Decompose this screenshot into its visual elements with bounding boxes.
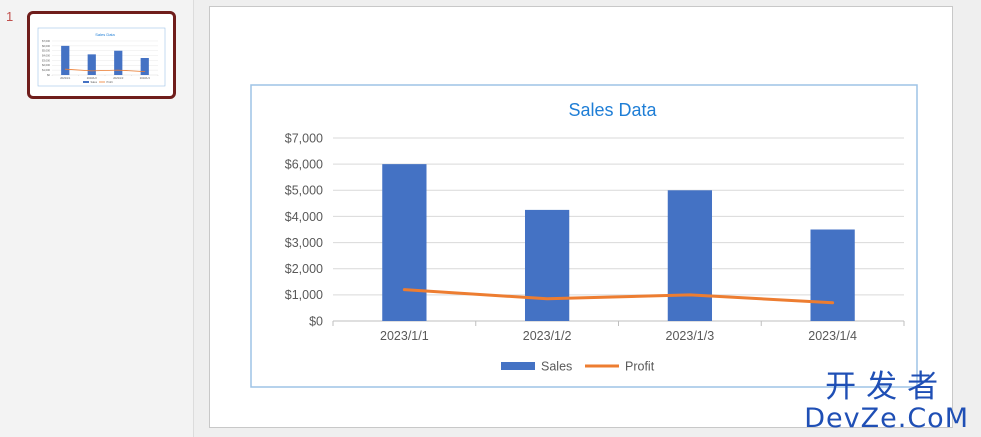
y-tick-label: $1,000 xyxy=(285,288,323,302)
x-tick-label: 2023/1/4 xyxy=(808,329,857,343)
slide-thumbnail-pane: 1 Sales Data $0 $1,000 $2,000 $3,000 $4,000 $5… xyxy=(0,0,194,437)
bar-sales xyxy=(524,209,570,321)
y-tick-label: $1,000 xyxy=(42,68,50,72)
x-tick-label: 2023/1/3 xyxy=(113,76,124,80)
legend-swatch-sales xyxy=(83,81,89,83)
combo-chart[interactable]: Sales Data $0 $1,000 $2,000 $3,000 $4,000 $5,0… xyxy=(210,7,952,427)
bar-sales xyxy=(667,190,713,321)
y-tick-label: $2,000 xyxy=(42,63,50,67)
legend-label-profit: Profit xyxy=(625,359,655,373)
y-tick-label: $3,000 xyxy=(42,58,50,62)
x-tick-label: 2023/1/4 xyxy=(140,76,151,80)
slide-thumbnail[interactable]: Sales Data $0 $1,000 $2,000 $3,000 $4,000 $5,0… xyxy=(27,11,176,99)
y-tick-label: $5,000 xyxy=(285,184,323,198)
y-tick-label: $0 xyxy=(47,73,50,77)
y-tick-label: $0 xyxy=(309,314,323,328)
x-tick-label: 2023/1/1 xyxy=(60,76,71,80)
y-tick-label: $7,000 xyxy=(42,39,50,43)
y-tick-label: $5,000 xyxy=(42,49,50,53)
line-profit xyxy=(64,68,146,72)
chart-area xyxy=(250,84,918,388)
legend-label-profit: Profit xyxy=(107,80,113,84)
slide-canvas[interactable]: Sales Data $0 $1,000 $2,000 $3,000 $4,000 $5,0… xyxy=(209,6,953,428)
slide-number: 1 xyxy=(6,9,14,24)
x-tick-label: 2023/1/2 xyxy=(87,76,98,80)
bar-sales xyxy=(382,164,427,321)
x-tick-label: 2023/1/2 xyxy=(523,329,572,343)
slide-editor: Sales Data $0 $1,000 $2,000 $3,000 $4,000 $5,0… xyxy=(194,0,981,437)
legend-label-sales: Sales xyxy=(91,80,98,84)
chart-title: Sales Data xyxy=(568,100,657,120)
bar-sales xyxy=(114,50,123,75)
legend-label-sales: Sales xyxy=(541,359,572,373)
y-tick-label: $6,000 xyxy=(42,44,50,48)
y-tick-label: $4,000 xyxy=(285,210,323,224)
y-tick-label: $4,000 xyxy=(42,53,50,57)
x-tick-label: 2023/1/1 xyxy=(380,329,429,343)
x-tick-label: 2023/1/3 xyxy=(666,329,715,343)
line-profit xyxy=(402,288,835,305)
legend-swatch-sales xyxy=(501,362,535,370)
y-tick-label: $6,000 xyxy=(285,158,323,172)
y-tick-label: $7,000 xyxy=(285,131,323,145)
slide-thumbnail-preview: Sales Data $0$1,000$2,000$3,000$4,000$5,0… xyxy=(37,27,166,87)
chart-title: Sales Data xyxy=(95,32,115,37)
bar-sales xyxy=(810,229,855,321)
chart-area xyxy=(37,27,166,87)
bar-sales xyxy=(61,45,70,75)
y-tick-label: $3,000 xyxy=(285,236,323,250)
y-tick-label: $2,000 xyxy=(285,262,323,276)
bar-sales xyxy=(87,54,96,75)
bar-sales xyxy=(140,58,149,75)
